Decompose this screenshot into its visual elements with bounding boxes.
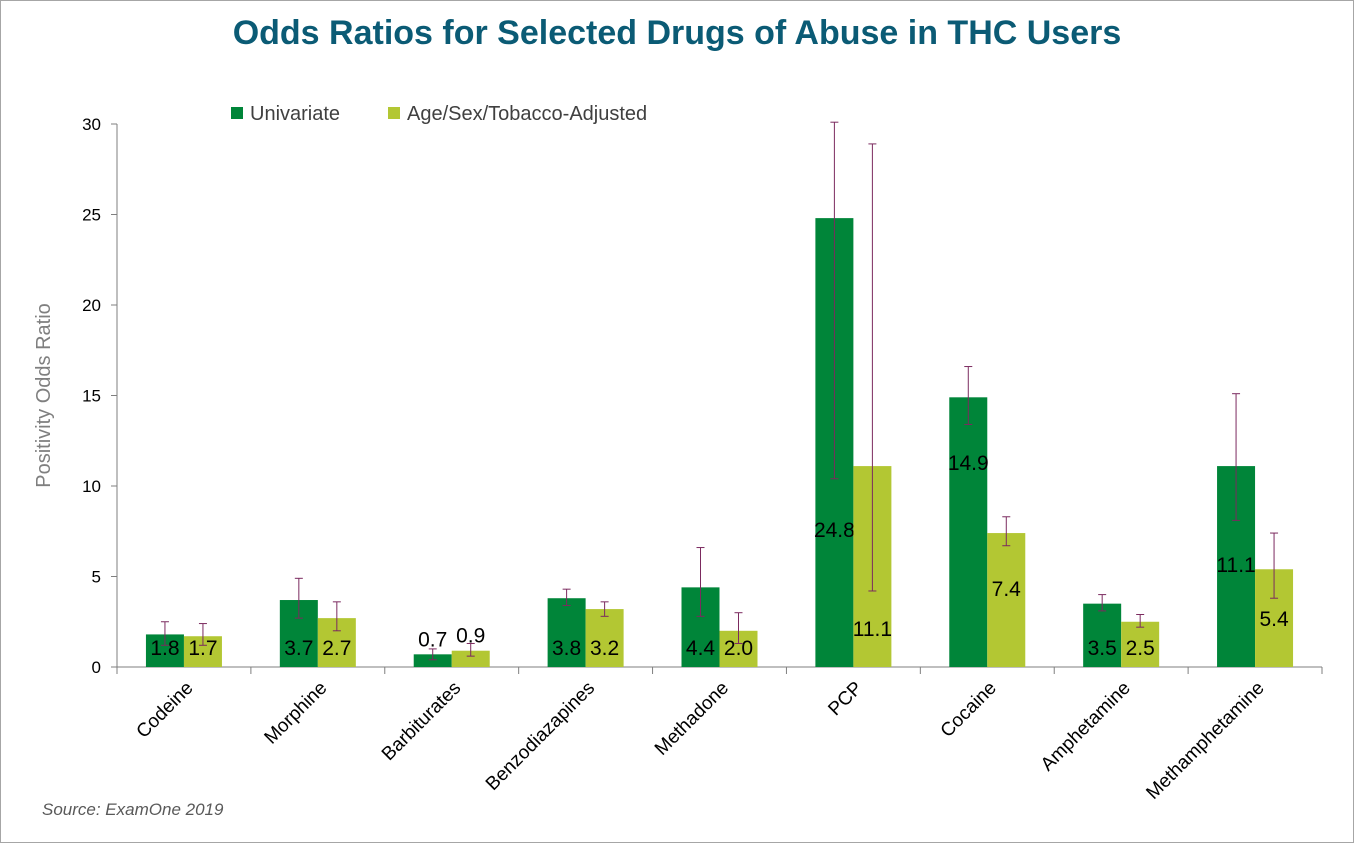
data-label: 1.7 (188, 637, 217, 660)
x-tick-label: Methamphetamine (1142, 678, 1268, 804)
y-tick-label: 30 (82, 115, 101, 134)
legend-swatch-univariate (231, 107, 243, 119)
x-tick-label: Benzodiazapines (482, 678, 599, 795)
bar-adjusted-barbiturates (451, 650, 490, 667)
bar-univariate-amphetamine (1083, 603, 1122, 667)
data-label: 11.1 (1216, 554, 1255, 577)
bar-adjusted-benzodiazapines (585, 609, 624, 667)
y-tick-label: 25 (82, 206, 101, 225)
data-label: 5.4 (1259, 608, 1289, 631)
data-label: 14.9 (948, 452, 989, 475)
data-label: 11.1 (853, 618, 892, 641)
data-label: 0.9 (456, 625, 485, 648)
legend-swatch-adjusted (388, 107, 400, 119)
data-label: 3.8 (552, 637, 581, 660)
data-label: 2.0 (724, 637, 753, 660)
x-tick-label: Barbiturates (378, 678, 465, 765)
data-label: 2.7 (322, 637, 351, 660)
data-label: 3.2 (590, 637, 619, 660)
data-label: 1.8 (150, 637, 179, 660)
y-tick-label: 5 (92, 568, 101, 587)
x-tick-label: Morphine (261, 678, 332, 749)
data-label: 2.5 (1126, 637, 1155, 660)
bar-adjusted-amphetamine (1121, 621, 1160, 667)
y-tick-label: 10 (82, 477, 101, 496)
x-tick-label: Codeine (133, 678, 198, 743)
data-label: 0.7 (418, 628, 447, 651)
data-label: 7.4 (992, 578, 1022, 601)
y-tick-label: 20 (82, 296, 101, 315)
x-tick-label: Amphetamine (1037, 678, 1135, 776)
x-tick-label: Methadone (651, 678, 733, 760)
bar-univariate-cocaine (949, 397, 988, 667)
legend-label-adjusted: Age/Sex/Tobacco-Adjusted (407, 103, 647, 125)
y-tick-label: 15 (82, 387, 101, 406)
y-axis-title: Positivity Odds Ratio (33, 303, 55, 488)
bar-univariate-benzodiazapines (547, 598, 586, 667)
source-note: Source: ExamOne 2019 (42, 800, 224, 819)
bar-adjusted-cocaine (987, 533, 1026, 667)
x-tick-label: Cocaine (937, 678, 1001, 742)
y-tick-label: 0 (92, 658, 101, 677)
chart-title: Odds Ratios for Selected Drugs of Abuse … (232, 14, 1122, 52)
bar-univariate-barbiturates (413, 654, 452, 667)
data-label: 24.8 (814, 519, 855, 542)
data-label: 3.7 (284, 637, 313, 660)
legend-label-univariate: Univariate (250, 103, 340, 125)
data-label: 3.5 (1088, 637, 1117, 660)
x-tick-label: PCP (824, 678, 866, 720)
data-label: 4.4 (686, 637, 716, 660)
